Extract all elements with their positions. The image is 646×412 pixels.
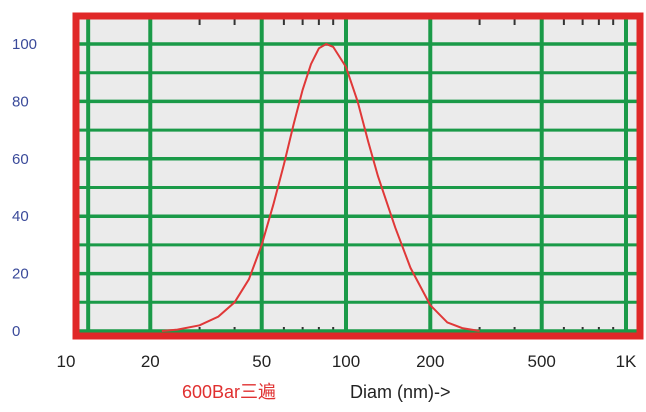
series-caption: 600Bar三遍 (182, 382, 276, 402)
x-tick-label: 10 (57, 352, 76, 371)
x-axis-tick-labels: 10 20 50 100 200 500 1K (57, 352, 638, 371)
y-tick-label: 80 (12, 93, 29, 110)
y-tick-label: 60 (12, 151, 29, 168)
x-tick-label: 50 (252, 352, 271, 371)
x-tick-label: 200 (416, 352, 444, 371)
x-tick-label: 1K (616, 352, 637, 371)
x-axis-label: Diam (nm)-> (350, 382, 451, 402)
plot-background (76, 16, 640, 336)
y-tick-label: 100 (12, 36, 37, 53)
x-tick-label: 20 (141, 352, 160, 371)
y-tick-label: 0 (12, 323, 20, 340)
series-line (161, 42, 480, 332)
y-tick-label: 20 (12, 266, 29, 283)
y-tick-label: 40 (12, 208, 29, 225)
x-tick-label: 500 (528, 352, 556, 371)
grid-lines (76, 16, 640, 336)
plot-frame (72, 12, 644, 340)
x-tick-label: 100 (332, 352, 360, 371)
y-axis-tick-labels: 0 20 40 60 80 100 (12, 36, 37, 340)
